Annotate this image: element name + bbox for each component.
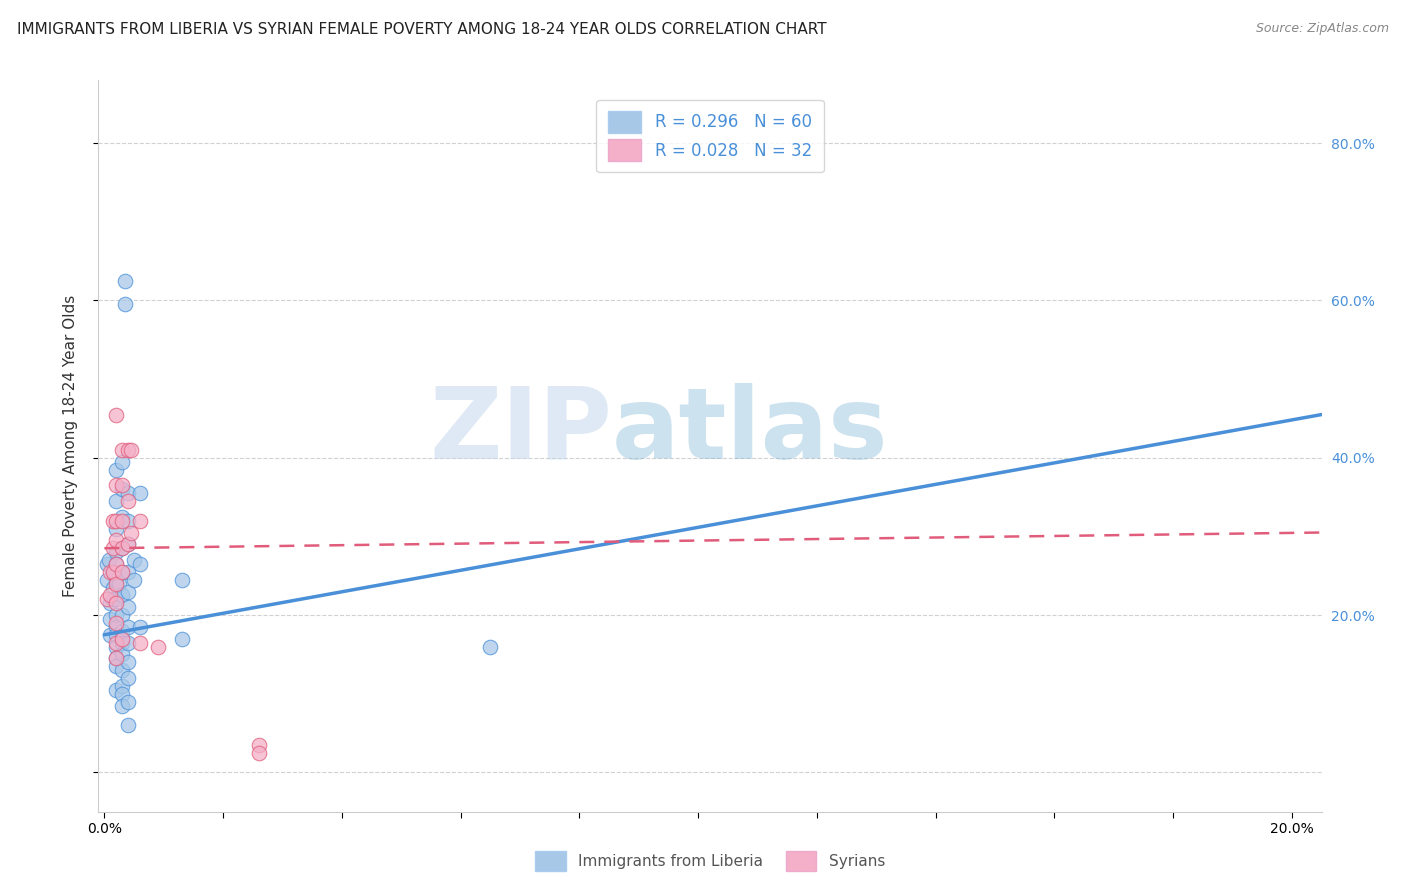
Point [103, 565, 125, 579]
Point [105, 615, 128, 630]
Point [111, 541, 134, 556]
Point [105, 635, 128, 649]
Point [117, 620, 139, 634]
Point [117, 486, 139, 500]
Point [105, 573, 128, 587]
Point [111, 509, 134, 524]
Point [98, 612, 121, 626]
Point [129, 514, 152, 528]
Point [105, 514, 128, 528]
Point [103, 541, 125, 556]
Legend: Immigrants from Liberia, Syrians: Immigrants from Liberia, Syrians [529, 846, 891, 877]
Point [117, 635, 139, 649]
Point [111, 541, 134, 556]
Point [98, 565, 121, 579]
Point [111, 442, 134, 457]
Point [117, 442, 139, 457]
Point [111, 632, 134, 646]
Point [96, 592, 118, 607]
Point [105, 592, 128, 607]
Point [129, 635, 152, 649]
Point [103, 581, 125, 595]
Point [105, 545, 128, 559]
Point [105, 557, 128, 571]
Point [120, 442, 142, 457]
Point [114, 274, 136, 288]
Point [105, 651, 128, 665]
Point [111, 648, 134, 662]
Text: IMMIGRANTS FROM LIBERIA VS SYRIAN FEMALE POVERTY AMONG 18-24 YEAR OLDS CORRELATI: IMMIGRANTS FROM LIBERIA VS SYRIAN FEMALE… [17, 22, 827, 37]
Point [129, 620, 152, 634]
Point [103, 592, 125, 607]
Point [105, 576, 128, 591]
Point [105, 478, 128, 492]
Point [247, 738, 270, 752]
Point [111, 624, 134, 638]
Point [111, 589, 134, 603]
Point [117, 514, 139, 528]
Point [98, 553, 121, 567]
Point [105, 494, 128, 508]
Point [105, 651, 128, 665]
Point [114, 297, 136, 311]
Point [120, 525, 142, 540]
Point [122, 553, 145, 567]
Y-axis label: Female Poverty Among 18-24 Year Olds: Female Poverty Among 18-24 Year Olds [63, 295, 77, 597]
Point [105, 408, 128, 422]
Point [103, 565, 125, 579]
Point [105, 640, 128, 654]
Point [111, 608, 134, 623]
Point [103, 514, 125, 528]
Point [170, 632, 193, 646]
Point [105, 596, 128, 610]
Point [111, 565, 134, 579]
Point [111, 635, 134, 649]
Point [117, 584, 139, 599]
Text: Source: ZipAtlas.com: Source: ZipAtlas.com [1256, 22, 1389, 36]
Point [96, 557, 118, 571]
Point [117, 655, 139, 669]
Point [98, 596, 121, 610]
Point [105, 620, 128, 634]
Point [111, 565, 134, 579]
Point [117, 695, 139, 709]
Point [117, 494, 139, 508]
Point [111, 482, 134, 496]
Point [98, 628, 121, 642]
Point [129, 486, 152, 500]
Point [117, 537, 139, 551]
Point [111, 455, 134, 469]
Point [105, 608, 128, 623]
Point [117, 671, 139, 685]
Point [98, 589, 121, 603]
Text: atlas: atlas [612, 383, 889, 480]
Point [122, 573, 145, 587]
Point [111, 679, 134, 693]
Point [108, 576, 131, 591]
Point [96, 573, 118, 587]
Point [117, 718, 139, 732]
Point [117, 565, 139, 579]
Point [146, 640, 169, 654]
Point [105, 522, 128, 536]
Point [111, 698, 134, 713]
Point [105, 659, 128, 673]
Point [170, 573, 193, 587]
Point [111, 663, 134, 677]
Point [117, 537, 139, 551]
Point [111, 687, 134, 701]
Text: ZIP: ZIP [429, 383, 612, 480]
Point [111, 478, 134, 492]
Point [479, 640, 502, 654]
Point [105, 557, 128, 571]
Point [105, 533, 128, 548]
Point [129, 557, 152, 571]
Point [247, 746, 270, 760]
Point [111, 514, 134, 528]
Point [105, 462, 128, 476]
Point [105, 628, 128, 642]
Point [105, 682, 128, 697]
Point [117, 600, 139, 615]
